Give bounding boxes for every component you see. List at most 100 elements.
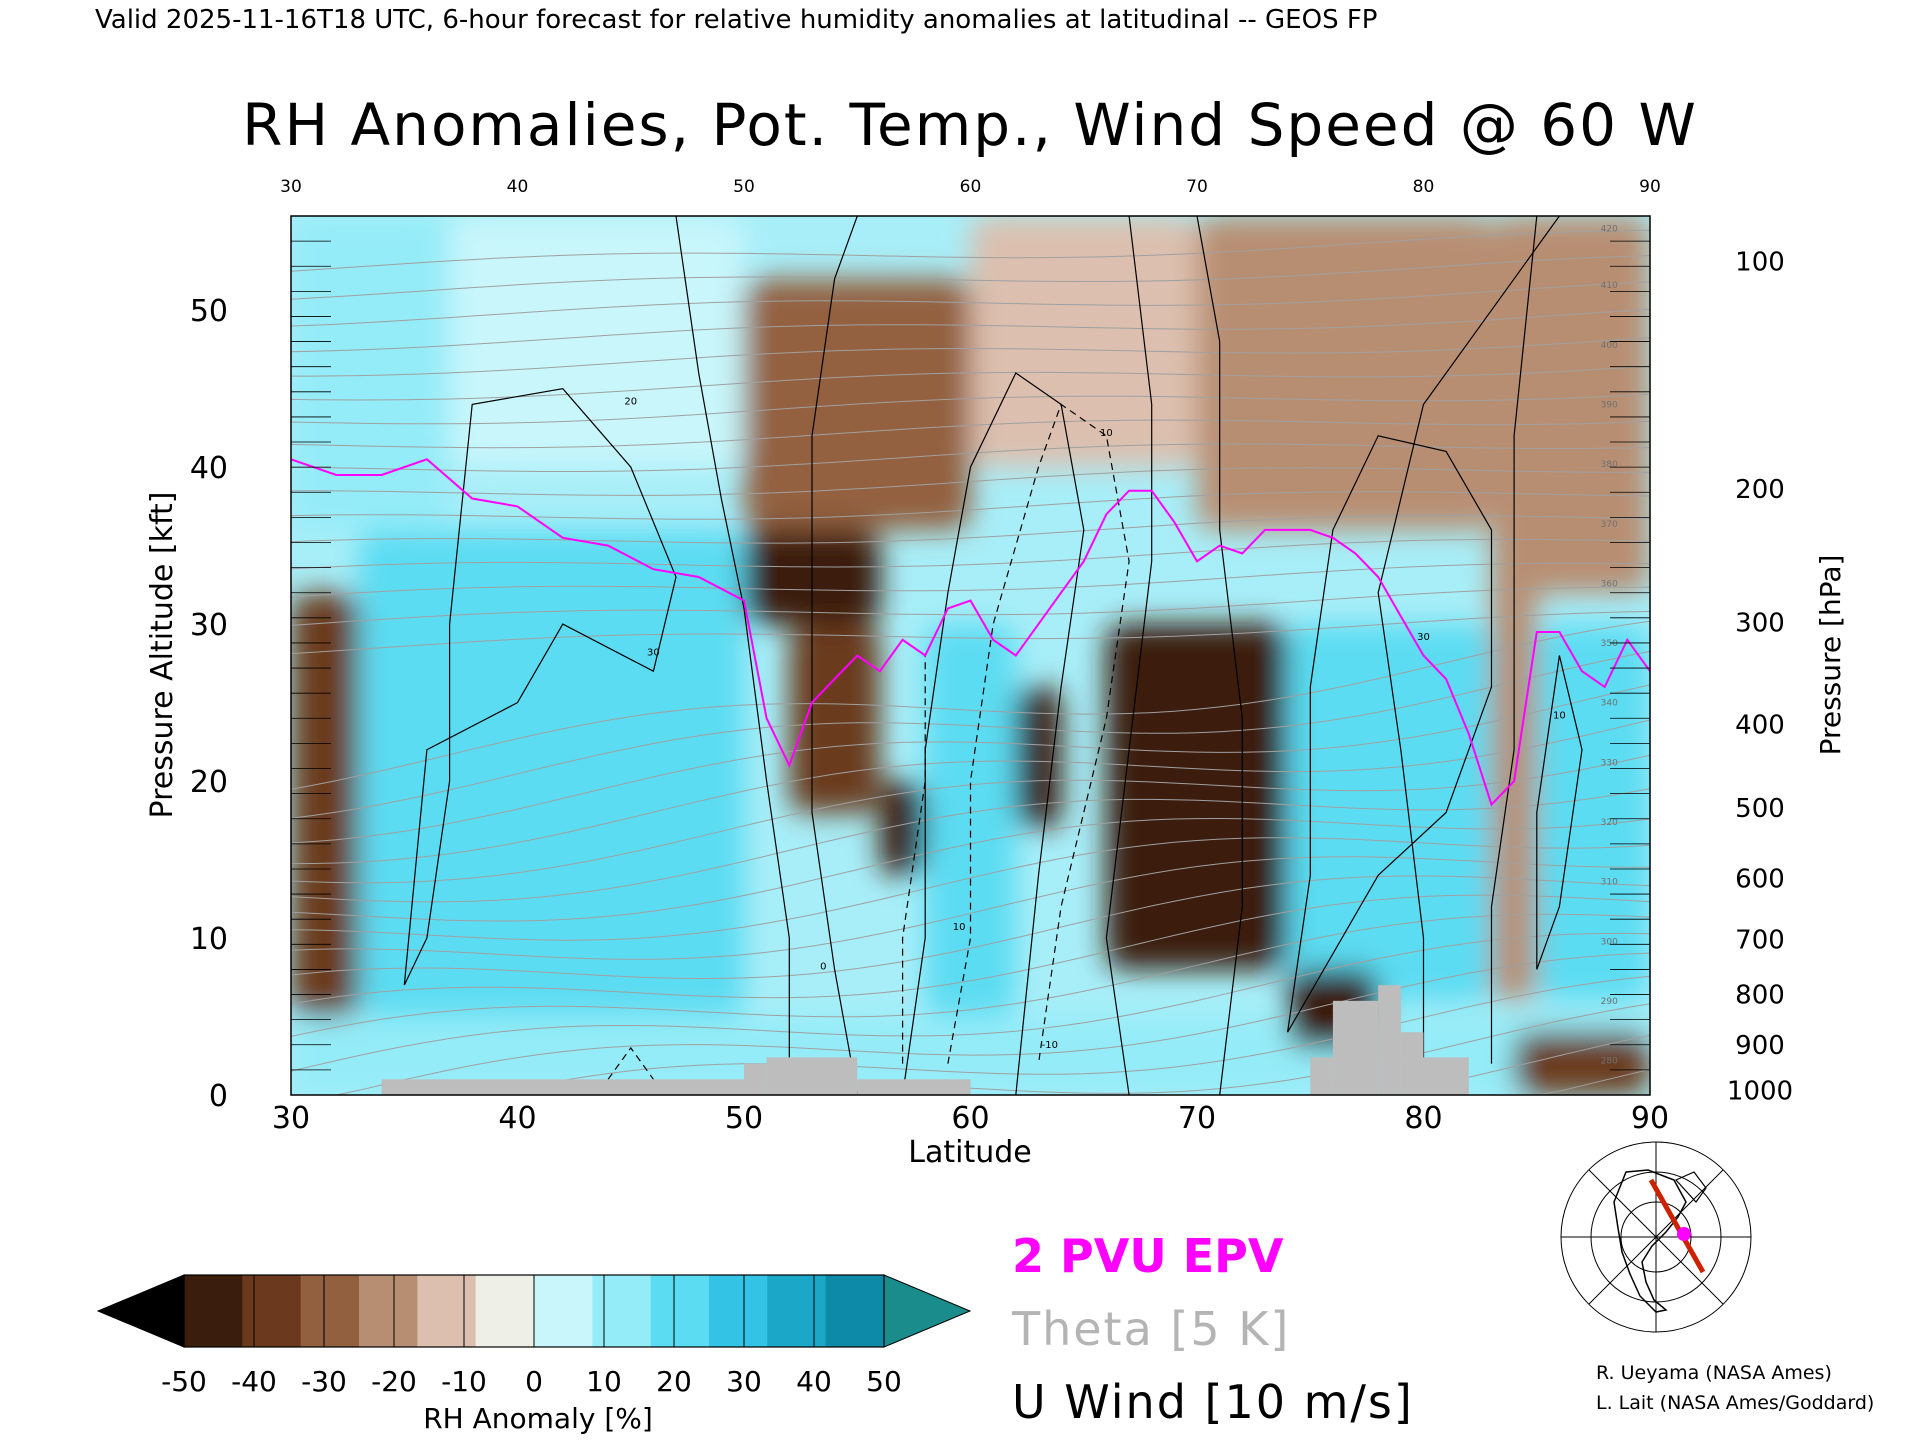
theta-label: 320 bbox=[1601, 818, 1618, 828]
theta-contour bbox=[291, 467, 1650, 496]
theta-contour bbox=[291, 514, 1650, 544]
pressure-tick-label: 700 bbox=[1735, 926, 1785, 956]
theta-label: 290 bbox=[1601, 997, 1618, 1007]
rh-colorbar: -50 -40 -30 -20 -10 0 10 20 30 40 50 bbox=[96, 1274, 972, 1398]
wind-label: 10 bbox=[953, 922, 966, 933]
rh-region bbox=[1287, 624, 1492, 1001]
pressure-tick-label: 500 bbox=[1735, 794, 1785, 824]
rh-region bbox=[1129, 718, 1243, 939]
y-tick-label: 10 bbox=[190, 922, 228, 957]
wind-contour bbox=[811, 216, 858, 1095]
legend-epv: 2 PVU EPV bbox=[1012, 1229, 1284, 1283]
wind-contour bbox=[902, 372, 1085, 1095]
terrain-mask bbox=[381, 985, 1469, 1095]
wind-label: 30 bbox=[647, 648, 660, 659]
x-axis-label: Latitude bbox=[908, 1135, 1031, 1170]
x-axis-bottom: 30 40 50 60 70 80 90 bbox=[272, 1101, 1669, 1136]
wind-label: -10 bbox=[1042, 1040, 1058, 1051]
colorbar-swatch bbox=[242, 1275, 302, 1347]
x-tick-label: 30 bbox=[272, 1101, 310, 1136]
theta-label: 360 bbox=[1601, 579, 1618, 589]
y-axis-right: 100 200 300 400 500 600 700 800 900 1000 bbox=[1727, 248, 1793, 1107]
epv-2pvu-contour bbox=[291, 458, 1650, 807]
rh-region bbox=[970, 216, 1197, 468]
wind-label: 30 bbox=[1417, 632, 1430, 643]
colorbar-swatch bbox=[709, 1275, 768, 1347]
x-tick-label-top: 30 bbox=[280, 177, 302, 197]
theta-label: 340 bbox=[1601, 699, 1618, 709]
rh-region bbox=[1491, 529, 1537, 1001]
colorbar-swatch bbox=[417, 1275, 477, 1347]
pressure-tick-label: 600 bbox=[1735, 864, 1785, 894]
theta-contour bbox=[291, 419, 1650, 449]
wind-label: 10 bbox=[1553, 710, 1566, 721]
legend-wind: U Wind [10 m/s] bbox=[1012, 1375, 1414, 1429]
wind-contour bbox=[1490, 216, 1538, 1064]
x-tick-label: 70 bbox=[1178, 1101, 1216, 1136]
terrain-block bbox=[1332, 1000, 1379, 1095]
wind-contour bbox=[1196, 216, 1243, 1095]
theta-contour bbox=[291, 837, 1650, 941]
wind-contour-negative bbox=[607, 1046, 654, 1080]
colorbar-swatch bbox=[825, 1275, 885, 1347]
theta-contour bbox=[291, 562, 1650, 598]
colorbar-tick-label: -30 bbox=[301, 1365, 347, 1398]
y-axis-label-left: Pressure Altitude [kft] bbox=[145, 492, 180, 819]
x-tick-label: 40 bbox=[498, 1101, 536, 1136]
colorbar-swatch bbox=[475, 1275, 535, 1347]
colorbar-tick-label: 40 bbox=[796, 1365, 832, 1398]
colorbar-swatch bbox=[359, 1275, 418, 1347]
colorbar-label: RH Anomaly [%] bbox=[423, 1402, 653, 1435]
x-axis-top: 30 40 50 60 70 80 90 bbox=[280, 177, 1661, 197]
colorbar-high-arrow bbox=[883, 1274, 972, 1348]
x-tick-label: 90 bbox=[1631, 1101, 1669, 1136]
terrain-block bbox=[857, 1079, 971, 1095]
theta-contour bbox=[291, 913, 1650, 1037]
colorbar-tick-label: 50 bbox=[866, 1365, 902, 1398]
colorbar-tick-label: 10 bbox=[586, 1365, 622, 1398]
colorbar-swatch bbox=[534, 1275, 593, 1347]
wind-label: 0 bbox=[820, 961, 826, 972]
theta-contour bbox=[291, 393, 1650, 425]
colorbar-tick-label: 20 bbox=[656, 1365, 692, 1398]
colorbar-low-arrow bbox=[96, 1274, 185, 1348]
y-tick-label: 30 bbox=[190, 608, 228, 643]
pressure-tick-label: 100 bbox=[1735, 248, 1785, 278]
theta-label: 310 bbox=[1601, 878, 1618, 888]
theta-label: 280 bbox=[1601, 1057, 1618, 1067]
theta-label: 400 bbox=[1601, 341, 1618, 351]
theta-contour bbox=[291, 255, 1650, 300]
x-tick-label-top: 80 bbox=[1413, 177, 1435, 197]
theta-label: 410 bbox=[1601, 281, 1618, 291]
colorbar-swatch bbox=[767, 1275, 827, 1347]
rh-region bbox=[1514, 1032, 1650, 1095]
theta-label: 330 bbox=[1601, 758, 1618, 768]
credit-line: L. Lait (NASA Ames/Goddard) bbox=[1596, 1392, 1875, 1414]
theta-contour bbox=[291, 894, 1650, 1005]
rh-region bbox=[291, 216, 450, 530]
y-axis-label-right: Pressure [hPa] bbox=[1814, 555, 1847, 756]
colorbar-tick-label: -20 bbox=[371, 1365, 417, 1398]
pressure-tick-label: 800 bbox=[1735, 981, 1785, 1011]
theta-contour bbox=[291, 650, 1650, 819]
pressure-tick-label: 400 bbox=[1735, 711, 1785, 741]
wind-contour bbox=[1377, 216, 1560, 1095]
x-tick-label-top: 40 bbox=[507, 177, 529, 197]
terrain-block bbox=[381, 1079, 744, 1095]
theta-contour bbox=[291, 229, 1650, 272]
epv-2pvu-line bbox=[291, 458, 1650, 807]
colorbar-tick-label: -10 bbox=[441, 1365, 487, 1398]
wind-contours: 10 30 0 10 30 10 -10 20 bbox=[403, 216, 1583, 1095]
theta-contour bbox=[291, 875, 1650, 980]
wind-label: 10 bbox=[1100, 428, 1113, 439]
pressure-tick-label: 1000 bbox=[1727, 1076, 1793, 1106]
rh-region bbox=[449, 216, 744, 468]
plot-frame bbox=[290, 215, 1651, 1096]
wind-contour bbox=[675, 216, 790, 1080]
theta-label: 300 bbox=[1601, 937, 1618, 947]
y-tick-label: 20 bbox=[190, 765, 228, 800]
colorbar-tick-label: 0 bbox=[525, 1365, 543, 1398]
terrain-block bbox=[766, 1057, 858, 1095]
wind-contour bbox=[1287, 435, 1493, 1033]
